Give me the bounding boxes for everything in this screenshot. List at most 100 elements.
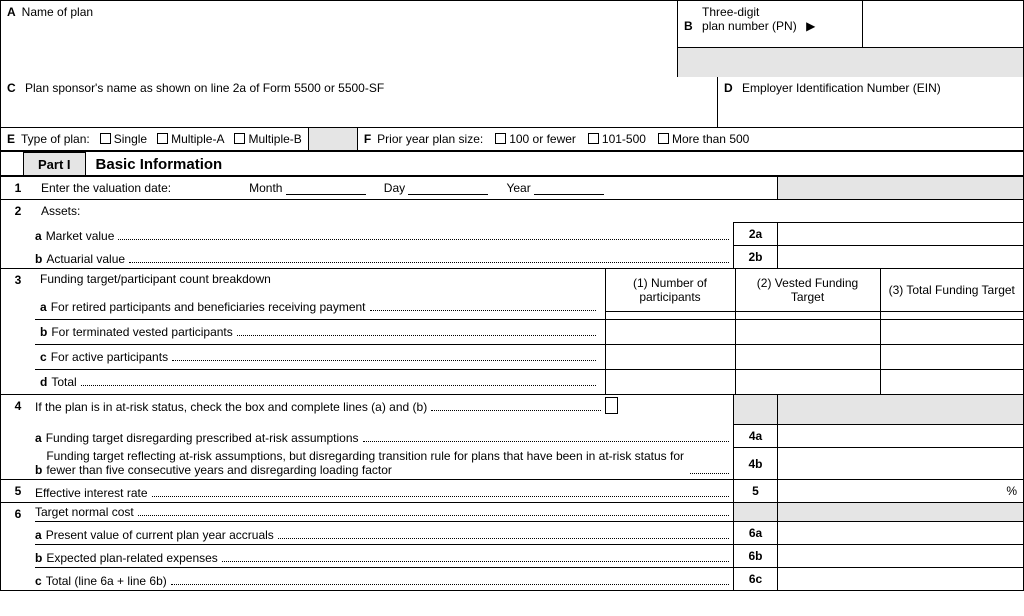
- line-6b-label: b: [35, 551, 42, 565]
- line-4b-code: 4b: [733, 447, 778, 479]
- opt-101: 101-500: [602, 132, 646, 146]
- line-3b-c3[interactable]: [880, 320, 1023, 345]
- checkbox-more-500[interactable]: [658, 133, 669, 144]
- line-5-text: Effective interest rate: [35, 486, 148, 500]
- line-3c-c1[interactable]: [605, 345, 735, 370]
- checkbox-multiple-b[interactable]: [234, 133, 245, 144]
- label-B-text2: plan number (PN): [702, 19, 797, 33]
- line-3-table: Funding target/participant count breakdo…: [35, 269, 1023, 394]
- line-1-day-label: Day: [384, 181, 405, 195]
- line-3a-label: a: [40, 300, 47, 314]
- line-4-num: 4: [1, 395, 35, 479]
- field-C: C Plan sponsor's name as shown on line 2…: [1, 77, 718, 127]
- line-3d-text: Total: [51, 375, 76, 389]
- label-B-letter: B: [684, 19, 693, 33]
- line-1: 1 Enter the valuation date: Month Day Ye…: [1, 177, 1023, 200]
- opt-mult-a: Multiple-A: [171, 132, 224, 146]
- checkbox-100-or-fewer[interactable]: [495, 133, 506, 144]
- label-D-text: Employer Identification Number (EIN): [742, 81, 941, 95]
- line-2b-input[interactable]: [778, 245, 1023, 268]
- line-6b-input[interactable]: [778, 545, 1023, 567]
- line-4a-text: Funding target disregarding prescribed a…: [46, 431, 359, 445]
- line-1-month-input[interactable]: [286, 181, 366, 195]
- line-2-num: 2: [1, 200, 35, 268]
- line-2b-label: b: [35, 252, 42, 266]
- line-6-text: Target normal cost: [35, 505, 134, 519]
- line-4a-code: 4a: [733, 424, 778, 447]
- checkbox-at-risk[interactable]: [605, 397, 618, 414]
- field-B: B Three-digit plan number (PN) ▶: [678, 1, 1023, 77]
- line-6c-text: Total (line 6a + line 6b): [46, 574, 167, 588]
- opt-500: More than 500: [672, 132, 749, 146]
- label-E-letter: E: [7, 132, 15, 146]
- line-3b-text: For terminated vested participants: [51, 325, 232, 339]
- line-3d-c3[interactable]: [880, 370, 1023, 395]
- field-B-input-top[interactable]: [863, 1, 1023, 47]
- arrow-icon: ▶: [806, 19, 815, 33]
- label-C-letter: C: [7, 81, 16, 95]
- line-2a-label: a: [35, 229, 42, 243]
- label-A-text: Name of plan: [22, 5, 93, 19]
- label-C-text: Plan sponsor's name as shown on line 2a …: [25, 81, 384, 95]
- label-A-letter: A: [7, 5, 16, 19]
- percent-sign: %: [1006, 484, 1017, 498]
- line-3a-c2[interactable]: [735, 311, 880, 320]
- line-4: 4 If the plan is in at-risk status, chec…: [1, 395, 1023, 480]
- opt-mult-b: Multiple-B: [248, 132, 301, 146]
- opt-100: 100 or fewer: [509, 132, 576, 146]
- part-bar: Part I Basic Information: [1, 151, 1023, 177]
- line-3d-c2[interactable]: [735, 370, 880, 395]
- opt-single: Single: [114, 132, 147, 146]
- checkbox-multiple-a[interactable]: [157, 133, 168, 144]
- field-E: E Type of plan: Single Multiple-A Multipl…: [1, 128, 308, 150]
- line-4a-input[interactable]: [778, 424, 1023, 447]
- line-4b-input[interactable]: [778, 447, 1023, 479]
- line-6a-code: 6a: [733, 522, 778, 544]
- line-2a-code: 2a: [733, 222, 778, 245]
- line-3c-text: For active participants: [51, 350, 168, 364]
- line-5-num: 5: [1, 480, 35, 502]
- line-3b-c2[interactable]: [735, 320, 880, 345]
- field-B-input-bottom[interactable]: [678, 47, 1023, 77]
- line-6a-input[interactable]: [778, 522, 1023, 544]
- part-tab: Part I: [23, 152, 86, 175]
- line-6b-text: Expected plan-related expenses: [46, 551, 217, 565]
- line-2: 2 Assets: a Market value 2a b Actuarial …: [1, 200, 1023, 269]
- line-6a-text: Present value of current plan year accru…: [46, 528, 274, 542]
- line-2a-input[interactable]: [778, 222, 1023, 245]
- line-5: 5 Effective interest rate 5 %: [1, 480, 1023, 503]
- label-D-letter: D: [724, 81, 733, 95]
- field-F: F Prior year plan size: 100 or fewer 101-…: [358, 128, 1023, 150]
- line-1-day-input[interactable]: [408, 181, 488, 195]
- line-3: 3 Funding target/participant count break…: [1, 269, 1023, 395]
- line-4b-text: Funding target reflecting at-risk assump…: [46, 449, 686, 477]
- line-3a-c1[interactable]: [605, 311, 735, 320]
- line-4a-label: a: [35, 431, 42, 445]
- line-3d-c1[interactable]: [605, 370, 735, 395]
- line-5-code: 5: [733, 480, 778, 502]
- line-1-num: 1: [1, 177, 35, 199]
- line-6c-input[interactable]: [778, 568, 1023, 590]
- line-5-input[interactable]: %: [778, 480, 1023, 502]
- line-1-month-label: Month: [249, 181, 282, 195]
- line-4-shade2: [778, 395, 1023, 424]
- line-3a-c3[interactable]: [880, 311, 1023, 320]
- line-4b-label: b: [35, 463, 42, 477]
- label-B-text1: Three-digit: [702, 5, 759, 19]
- spacer-EF: [308, 128, 358, 150]
- line-6b-code: 6b: [733, 545, 778, 567]
- line-1-year-input[interactable]: [534, 181, 604, 195]
- label-F-text: Prior year plan size:: [377, 132, 483, 146]
- checkbox-101-500[interactable]: [588, 133, 599, 144]
- line-3-col1: (1) Number of participants: [605, 269, 735, 311]
- part-title: Basic Information: [86, 152, 233, 175]
- line-2a-text: Market value: [46, 229, 115, 243]
- line-3b-c1[interactable]: [605, 320, 735, 345]
- line-3c-c3[interactable]: [880, 345, 1023, 370]
- checkbox-single[interactable]: [100, 133, 111, 144]
- label-E-text: Type of plan:: [21, 132, 90, 146]
- line-6-shade2: [778, 503, 1023, 521]
- line-3c-c2[interactable]: [735, 345, 880, 370]
- label-F-letter: F: [364, 132, 371, 146]
- line-1-year-label: Year: [506, 181, 530, 195]
